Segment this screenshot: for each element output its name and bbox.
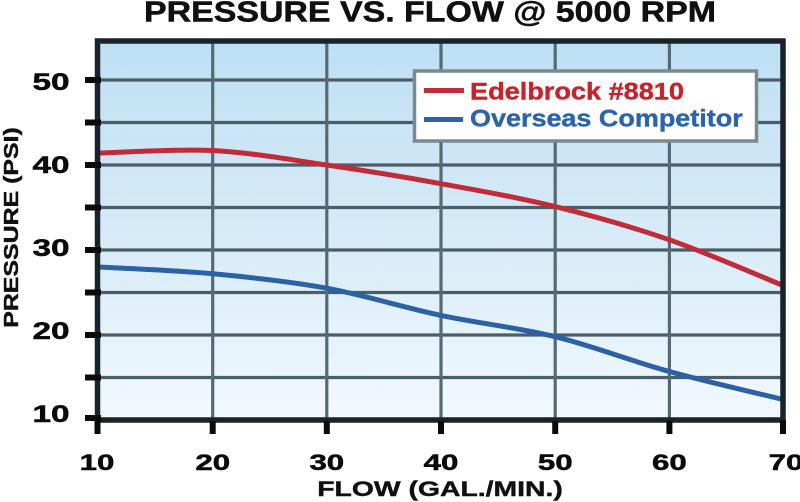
svg-text:20: 20 — [195, 450, 230, 474]
svg-text:20: 20 — [32, 318, 69, 344]
svg-text:Edelbrock #8810: Edelbrock #8810 — [470, 79, 684, 105]
svg-text:70: 70 — [769, 450, 800, 474]
svg-text:30: 30 — [309, 450, 344, 474]
svg-text:40: 40 — [32, 152, 69, 178]
svg-text:FLOW (GAL./MIN.): FLOW (GAL./MIN.) — [317, 477, 563, 501]
svg-text:PRESSURE (PSI): PRESSURE (PSI) — [0, 127, 22, 328]
svg-text:50: 50 — [32, 69, 69, 95]
svg-text:Overseas Competitor: Overseas Competitor — [470, 106, 743, 132]
svg-text:10: 10 — [80, 450, 115, 474]
svg-text:50: 50 — [538, 450, 573, 474]
svg-text:10: 10 — [32, 401, 69, 427]
svg-text:PRESSURE VS. FLOW @ 5000 RPM: PRESSURE VS. FLOW @ 5000 RPM — [144, 0, 716, 28]
svg-text:30: 30 — [32, 235, 69, 261]
svg-text:60: 60 — [652, 450, 687, 474]
svg-text:40: 40 — [424, 450, 459, 474]
